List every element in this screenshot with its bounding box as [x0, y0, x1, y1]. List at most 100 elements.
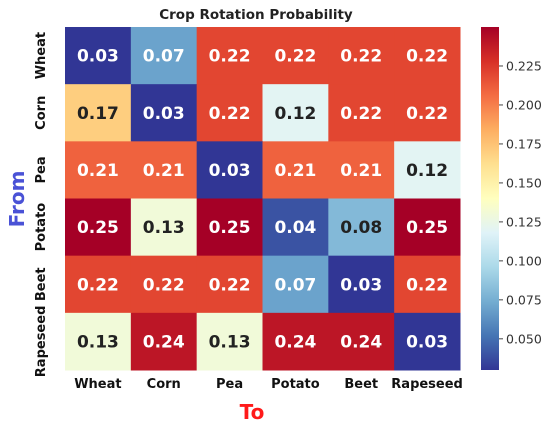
y-tick-label: Wheat [34, 32, 49, 79]
heatmap-cell [196, 27, 263, 85]
cell-value-label: 0.03 [77, 47, 119, 67]
y-tick-labels: Wheat Corn Pea Potato Beet Rapeseed [34, 32, 49, 377]
heatmap-cell [394, 312, 461, 371]
heatmap-cell [328, 84, 395, 142]
cell-value-label: 0.13 [143, 218, 185, 238]
y-tick-label: Rapeseed [34, 306, 49, 378]
heatmap-cell [394, 84, 461, 142]
colorbar-tick-label: 0.125 [506, 214, 542, 229]
cell-value-label: 0.07 [143, 47, 185, 67]
cell-value-label: 0.03 [143, 104, 185, 124]
cell-value-label: 0.13 [209, 332, 251, 352]
cell-value-label: 0.22 [406, 47, 448, 67]
colorbar [481, 27, 499, 370]
x-tick-label: Wheat [74, 377, 121, 392]
cell-value-label: 0.12 [406, 161, 448, 181]
heatmap-cell [394, 27, 461, 85]
heatmap-cell [328, 255, 395, 314]
cell-value-label: 0.21 [274, 161, 316, 181]
heatmap-cell [196, 84, 263, 142]
colorbar-tick-label: 0.225 [506, 58, 542, 73]
cell-value-label: 0.24 [143, 332, 185, 352]
heatmap-cell [65, 27, 132, 85]
cell-value-label: 0.22 [209, 47, 251, 67]
heatmap-cell [65, 198, 132, 257]
heatmap-cell [65, 255, 132, 314]
cell-value-label: 0.13 [77, 332, 119, 352]
heatmap-cell [130, 312, 198, 371]
heatmap-cell [394, 141, 461, 199]
cell-value-label: 0.22 [143, 275, 185, 295]
y-tick-label: Potato [34, 203, 49, 252]
x-tick-label: Pea [216, 377, 243, 392]
x-axis-label: To [240, 400, 265, 424]
cell-value-label: 0.22 [209, 104, 251, 124]
heatmap-cell [130, 84, 198, 142]
cell-value-label: 0.22 [274, 47, 316, 67]
heatmap-cell [130, 255, 198, 314]
heatmap-cell [130, 141, 198, 199]
cell-value-label: 0.25 [209, 218, 251, 238]
heatmap-cell [196, 141, 263, 199]
cell-value-label: 0.22 [340, 104, 382, 124]
x-tick-label: Potato [271, 377, 320, 392]
cell-value-label: 0.25 [406, 218, 448, 238]
x-tick-label: Beet [344, 377, 378, 392]
colorbar-tick-label: 0.150 [506, 175, 542, 190]
x-tick-label: Rapeseed [391, 377, 463, 392]
heatmap-cell [328, 198, 395, 257]
heatmap-cell [328, 27, 395, 85]
cell-value-label: 0.24 [340, 332, 382, 352]
heatmap-cell [196, 255, 263, 314]
cell-value-label: 0.07 [274, 275, 316, 295]
colorbar-tick-label: 0.200 [506, 97, 542, 112]
heatmap-cell [262, 84, 329, 142]
cell-value-label: 0.21 [77, 161, 119, 181]
cell-value-label: 0.08 [340, 218, 382, 238]
heatmap-cell [328, 312, 395, 371]
cell-value-label: 0.03 [340, 275, 382, 295]
colorbar-tick-label: 0.050 [506, 331, 542, 346]
cell-value-label: 0.22 [209, 275, 251, 295]
cell-value-label: 0.22 [406, 275, 448, 295]
cell-value-label: 0.17 [77, 104, 119, 124]
heatmap-cell [196, 312, 263, 371]
cell-value-label: 0.12 [274, 104, 316, 124]
cell-value-label: 0.03 [406, 332, 448, 352]
y-tick-label: Pea [34, 156, 49, 183]
colorbar-ticks: 0.050 0.075 0.100 0.125 0.150 0.175 0.200 0.225 [499, 58, 542, 346]
heatmap-cell [262, 255, 329, 314]
heatmap-cell [262, 198, 329, 257]
heatmap-cell [394, 198, 461, 257]
cell-value-label: 0.22 [340, 47, 382, 67]
cell-value-label: 0.24 [274, 332, 316, 352]
cell-value-label: 0.25 [77, 218, 119, 238]
cell-value-label: 0.03 [209, 161, 251, 181]
heatmap-cell [65, 141, 132, 199]
cell-value-label: 0.04 [274, 218, 316, 238]
chart-title: Crop Rotation Probability [159, 7, 353, 23]
colorbar-tick-label: 0.100 [506, 253, 542, 268]
cell-value-label: 0.22 [406, 104, 448, 124]
heatmap-cell [196, 198, 263, 257]
cell-value-label: 0.21 [340, 161, 382, 181]
colorbar-tick-label: 0.175 [506, 136, 542, 151]
heatmap-cell [65, 312, 132, 371]
x-tick-label: Corn [147, 377, 181, 392]
x-tick-labels: Wheat Corn Pea Potato Beet Rapeseed [74, 377, 463, 392]
y-tick-label: Corn [34, 96, 49, 130]
heatmap-cells: 0.03 0.07 0.22 0.22 0.22 0.22 0.17 0.03 0.22 0.12… [65, 27, 461, 371]
cell-value-label: 0.21 [143, 161, 185, 181]
heatmap-cell [130, 27, 198, 85]
heatmap-cell [262, 141, 329, 199]
heatmap-cell [65, 84, 132, 142]
heatmap-cell [130, 198, 198, 257]
cell-value-label: 0.22 [77, 275, 119, 295]
heatmap-cell [328, 141, 395, 199]
colorbar-tick-label: 0.075 [506, 292, 542, 307]
heatmap-cell [394, 255, 461, 314]
y-tick-label: Beet [34, 267, 49, 301]
heatmap-cell [262, 312, 329, 371]
heatmap-cell [262, 27, 329, 85]
